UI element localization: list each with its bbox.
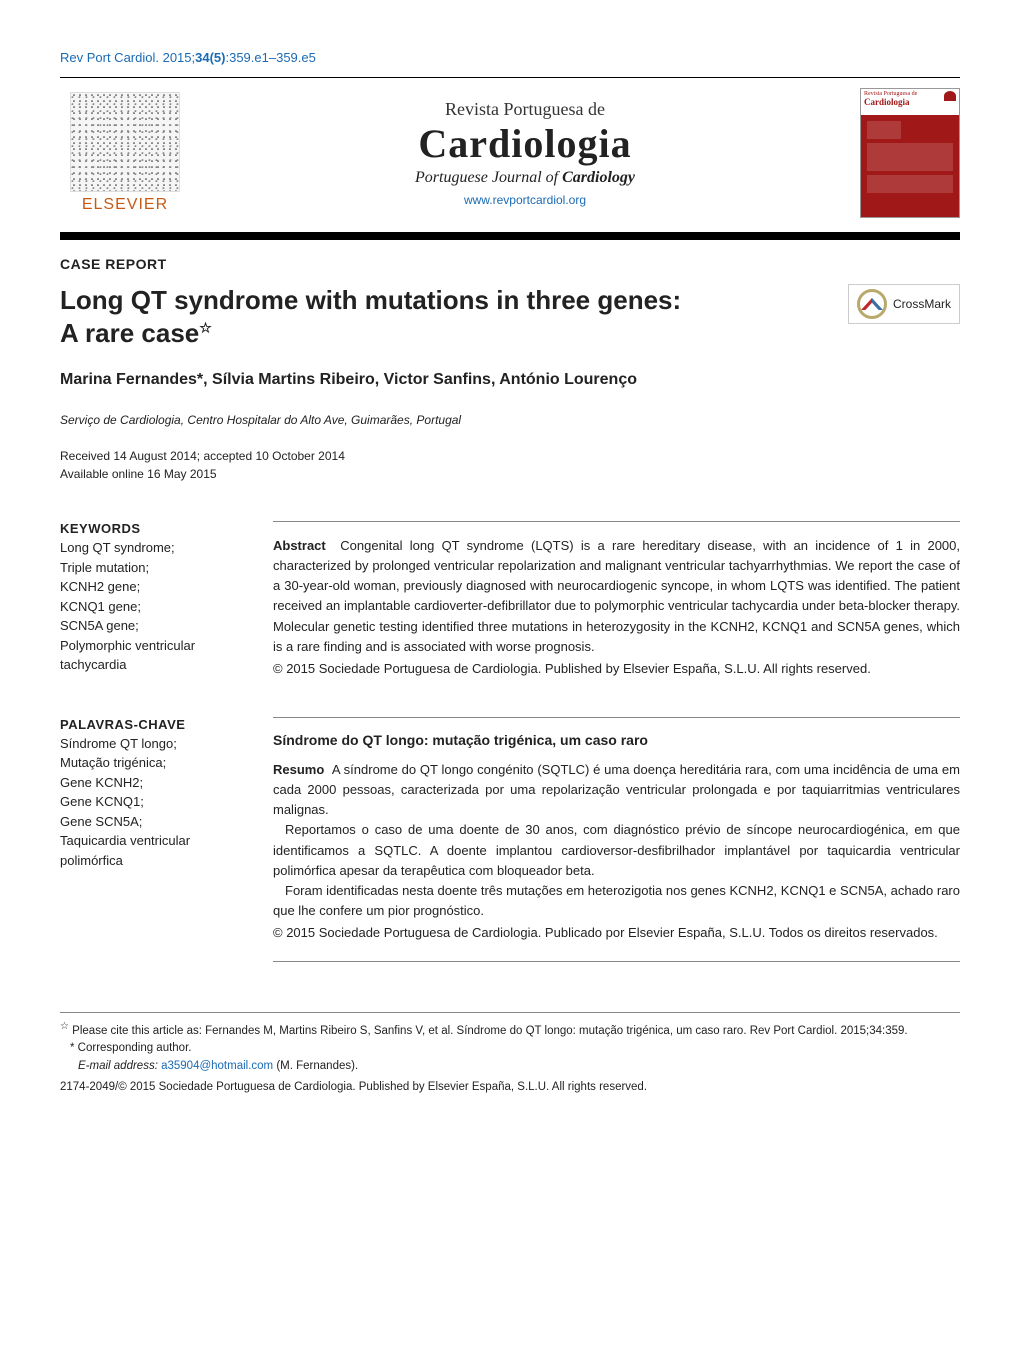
journal-subtitle-pre: Portuguese Journal of (415, 169, 562, 186)
footnotes: ☆ Please cite this article as: Fernandes… (60, 1012, 960, 1075)
abstract-col-pt: Síndrome do QT longo: mutação trigénica,… (273, 717, 960, 962)
article-dates: Received 14 August 2014; accepted 10 Oct… (60, 447, 960, 483)
citation-prefix: Rev Port Cardiol. 2015; (60, 50, 195, 65)
abstract-label-pt: Resumo (273, 762, 324, 777)
citation-link[interactable]: Rev Port Cardiol. 2015;34(5):359.e1–359.… (60, 50, 316, 65)
journal-cover-thumbnail: Revista Portuguesa de Cardiologia (860, 88, 960, 218)
journal-url: www.revportcardiol.org (190, 193, 860, 207)
journal-title-block: Revista Portuguesa de Cardiologia Portug… (190, 99, 860, 207)
abstract-col-en: Abstract Congenital long QT syndrome (LQ… (273, 521, 960, 679)
abstract-title-pt: Síndrome do QT longo: mutação trigénica,… (273, 732, 960, 748)
abstract-p1-pt: A síndrome do QT longo congénito (SQTLC)… (273, 762, 960, 817)
abstract-label-en: Abstract (273, 538, 326, 553)
keywords-heading-en: KEYWORDS (60, 521, 245, 536)
title-star: ☆ (199, 319, 212, 335)
journal-title: Cardiologia (190, 120, 860, 167)
title-line2: A rare case (60, 318, 199, 348)
abstract-block-pt: PALAVRAS-CHAVE Síndrome QT longo; Mutaçã… (60, 717, 960, 962)
authors: Marina Fernandes*, Sílvia Martins Ribeir… (60, 371, 960, 389)
citation-header: Rev Port Cardiol. 2015;34(5):359.e1–359.… (60, 50, 960, 65)
publisher-name: ELSEVIER (82, 196, 168, 214)
keywords-list-en: Long QT syndrome; Triple mutation; KCNH2… (60, 538, 245, 675)
title-line1: Long QT syndrome with mutations in three… (60, 285, 681, 315)
email-link[interactable]: a35904@hotmail.com (161, 1060, 273, 1072)
email-label: E-mail address: (78, 1060, 161, 1072)
available-date: Available online 16 May 2015 (60, 465, 960, 483)
abstract-copyright-pt: © 2015 Sociedade Portuguesa de Cardiolog… (273, 923, 960, 943)
email-suffix: (M. Fernandes). (273, 1060, 358, 1072)
crossmark-icon (857, 289, 887, 319)
title-row: Long QT syndrome with mutations in three… (60, 284, 960, 349)
keywords-col-en: KEYWORDS Long QT syndrome; Triple mutati… (60, 521, 245, 679)
journal-subtitle: Portuguese Journal of Cardiology (190, 169, 860, 187)
heart-icon (944, 91, 956, 101)
citation-pages: :359.e1–359.e5 (225, 50, 315, 65)
page-copyright: 2174-2049/© 2015 Sociedade Portuguesa de… (60, 1081, 960, 1093)
affiliation: Serviço de Cardiologia, Centro Hospitala… (60, 413, 960, 427)
footnote-corresponding: * Corresponding author. (60, 1040, 960, 1057)
article-title: Long QT syndrome with mutations in three… (60, 284, 848, 349)
keywords-heading-pt: PALAVRAS-CHAVE (60, 717, 245, 732)
abstract-copyright-en: © 2015 Sociedade Portuguesa de Cardiolog… (273, 659, 960, 679)
elsevier-tree-icon (70, 92, 180, 192)
footnote-citeas-text: Please cite this article as: Fernandes M… (72, 1025, 907, 1037)
abstract-body-en: Congenital long QT syndrome (LQTS) is a … (273, 538, 960, 654)
footnote-citeas: ☆ Please cite this article as: Fernandes… (60, 1019, 960, 1040)
cover-body (861, 115, 959, 217)
abstract-text-en: Abstract Congenital long QT syndrome (LQ… (273, 536, 960, 679)
article-section-label: CASE REPORT (60, 256, 960, 272)
cover-header: Revista Portuguesa de Cardiologia (861, 89, 959, 115)
crossmark-badge[interactable]: CrossMark (848, 284, 960, 324)
journal-url-link[interactable]: www.revportcardiol.org (464, 193, 586, 207)
abstract-block-en: KEYWORDS Long QT syndrome; Triple mutati… (60, 521, 960, 679)
abstract-p2-pt: Reportamos o caso de uma doente de 30 an… (273, 820, 960, 880)
abstract-top-rule-en (273, 521, 960, 522)
journal-pretitle: Revista Portuguesa de (190, 99, 860, 120)
crossmark-label: CrossMark (893, 297, 951, 311)
journal-subtitle-bold: Cardiology (562, 169, 635, 186)
abstract-p3-pt: Foram identificadas nesta doente três mu… (273, 881, 960, 921)
footnote-email: E-mail address: a35904@hotmail.com (M. F… (60, 1058, 960, 1075)
footnote-star-icon: ☆ (60, 1021, 69, 1032)
publisher-logo-box: ELSEVIER (60, 92, 190, 214)
cover-title: Cardiologia (864, 98, 917, 108)
received-date: Received 14 August 2014; accepted 10 Oct… (60, 447, 960, 465)
citation-volume: 34(5) (195, 50, 225, 65)
abstract-bottom-rule-pt (273, 961, 960, 962)
keywords-col-pt: PALAVRAS-CHAVE Síndrome QT longo; Mutaçã… (60, 717, 245, 962)
thick-rule (60, 232, 960, 240)
keywords-list-pt: Síndrome QT longo; Mutação trigénica; Ge… (60, 734, 245, 871)
top-rule (60, 77, 960, 78)
journal-header: ELSEVIER Revista Portuguesa de Cardiolog… (60, 84, 960, 226)
abstract-text-pt: Resumo A síndrome do QT longo congénito … (273, 760, 960, 943)
abstract-top-rule-pt (273, 717, 960, 718)
